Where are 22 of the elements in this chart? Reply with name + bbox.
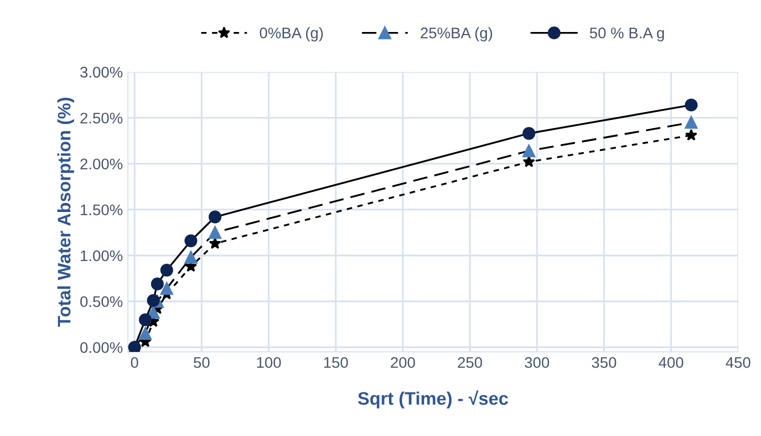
legend-label: 25%BA (g) [420, 27, 492, 42]
y-tick-label: 2.00% [80, 158, 122, 170]
x-tick-label: 150 [324, 357, 348, 368]
x-tick-label: 300 [524, 357, 550, 368]
legend-label: 50 % B.A g [590, 28, 664, 42]
x-tick-label: 50 [194, 357, 210, 368]
x-tick-label: 350 [592, 357, 616, 368]
x-tick-label: 0 [130, 357, 138, 368]
y-tick-label: 1.00% [80, 250, 122, 262]
x-tick-label: 400 [658, 357, 684, 368]
y-tick-label: 0.50% [80, 296, 122, 308]
y-tick-label: 2.50% [80, 112, 122, 124]
legend-label: 0%BA (g) [260, 27, 323, 42]
x-tick-label: 200 [390, 357, 415, 368]
x-tick-label: 450 [726, 357, 750, 368]
x-tick-label: 100 [257, 357, 281, 368]
x-axis-title: Sqrt (Time) - √sec [358, 390, 508, 408]
y-tick-label: 0.00% [80, 342, 122, 353]
y-tick-label: 1.50% [80, 204, 122, 216]
x-tick-label: 250 [458, 357, 482, 368]
y-tick-label: 3.00% [80, 66, 122, 78]
y-axis-title: Total Water Absorption (%) [57, 98, 74, 327]
